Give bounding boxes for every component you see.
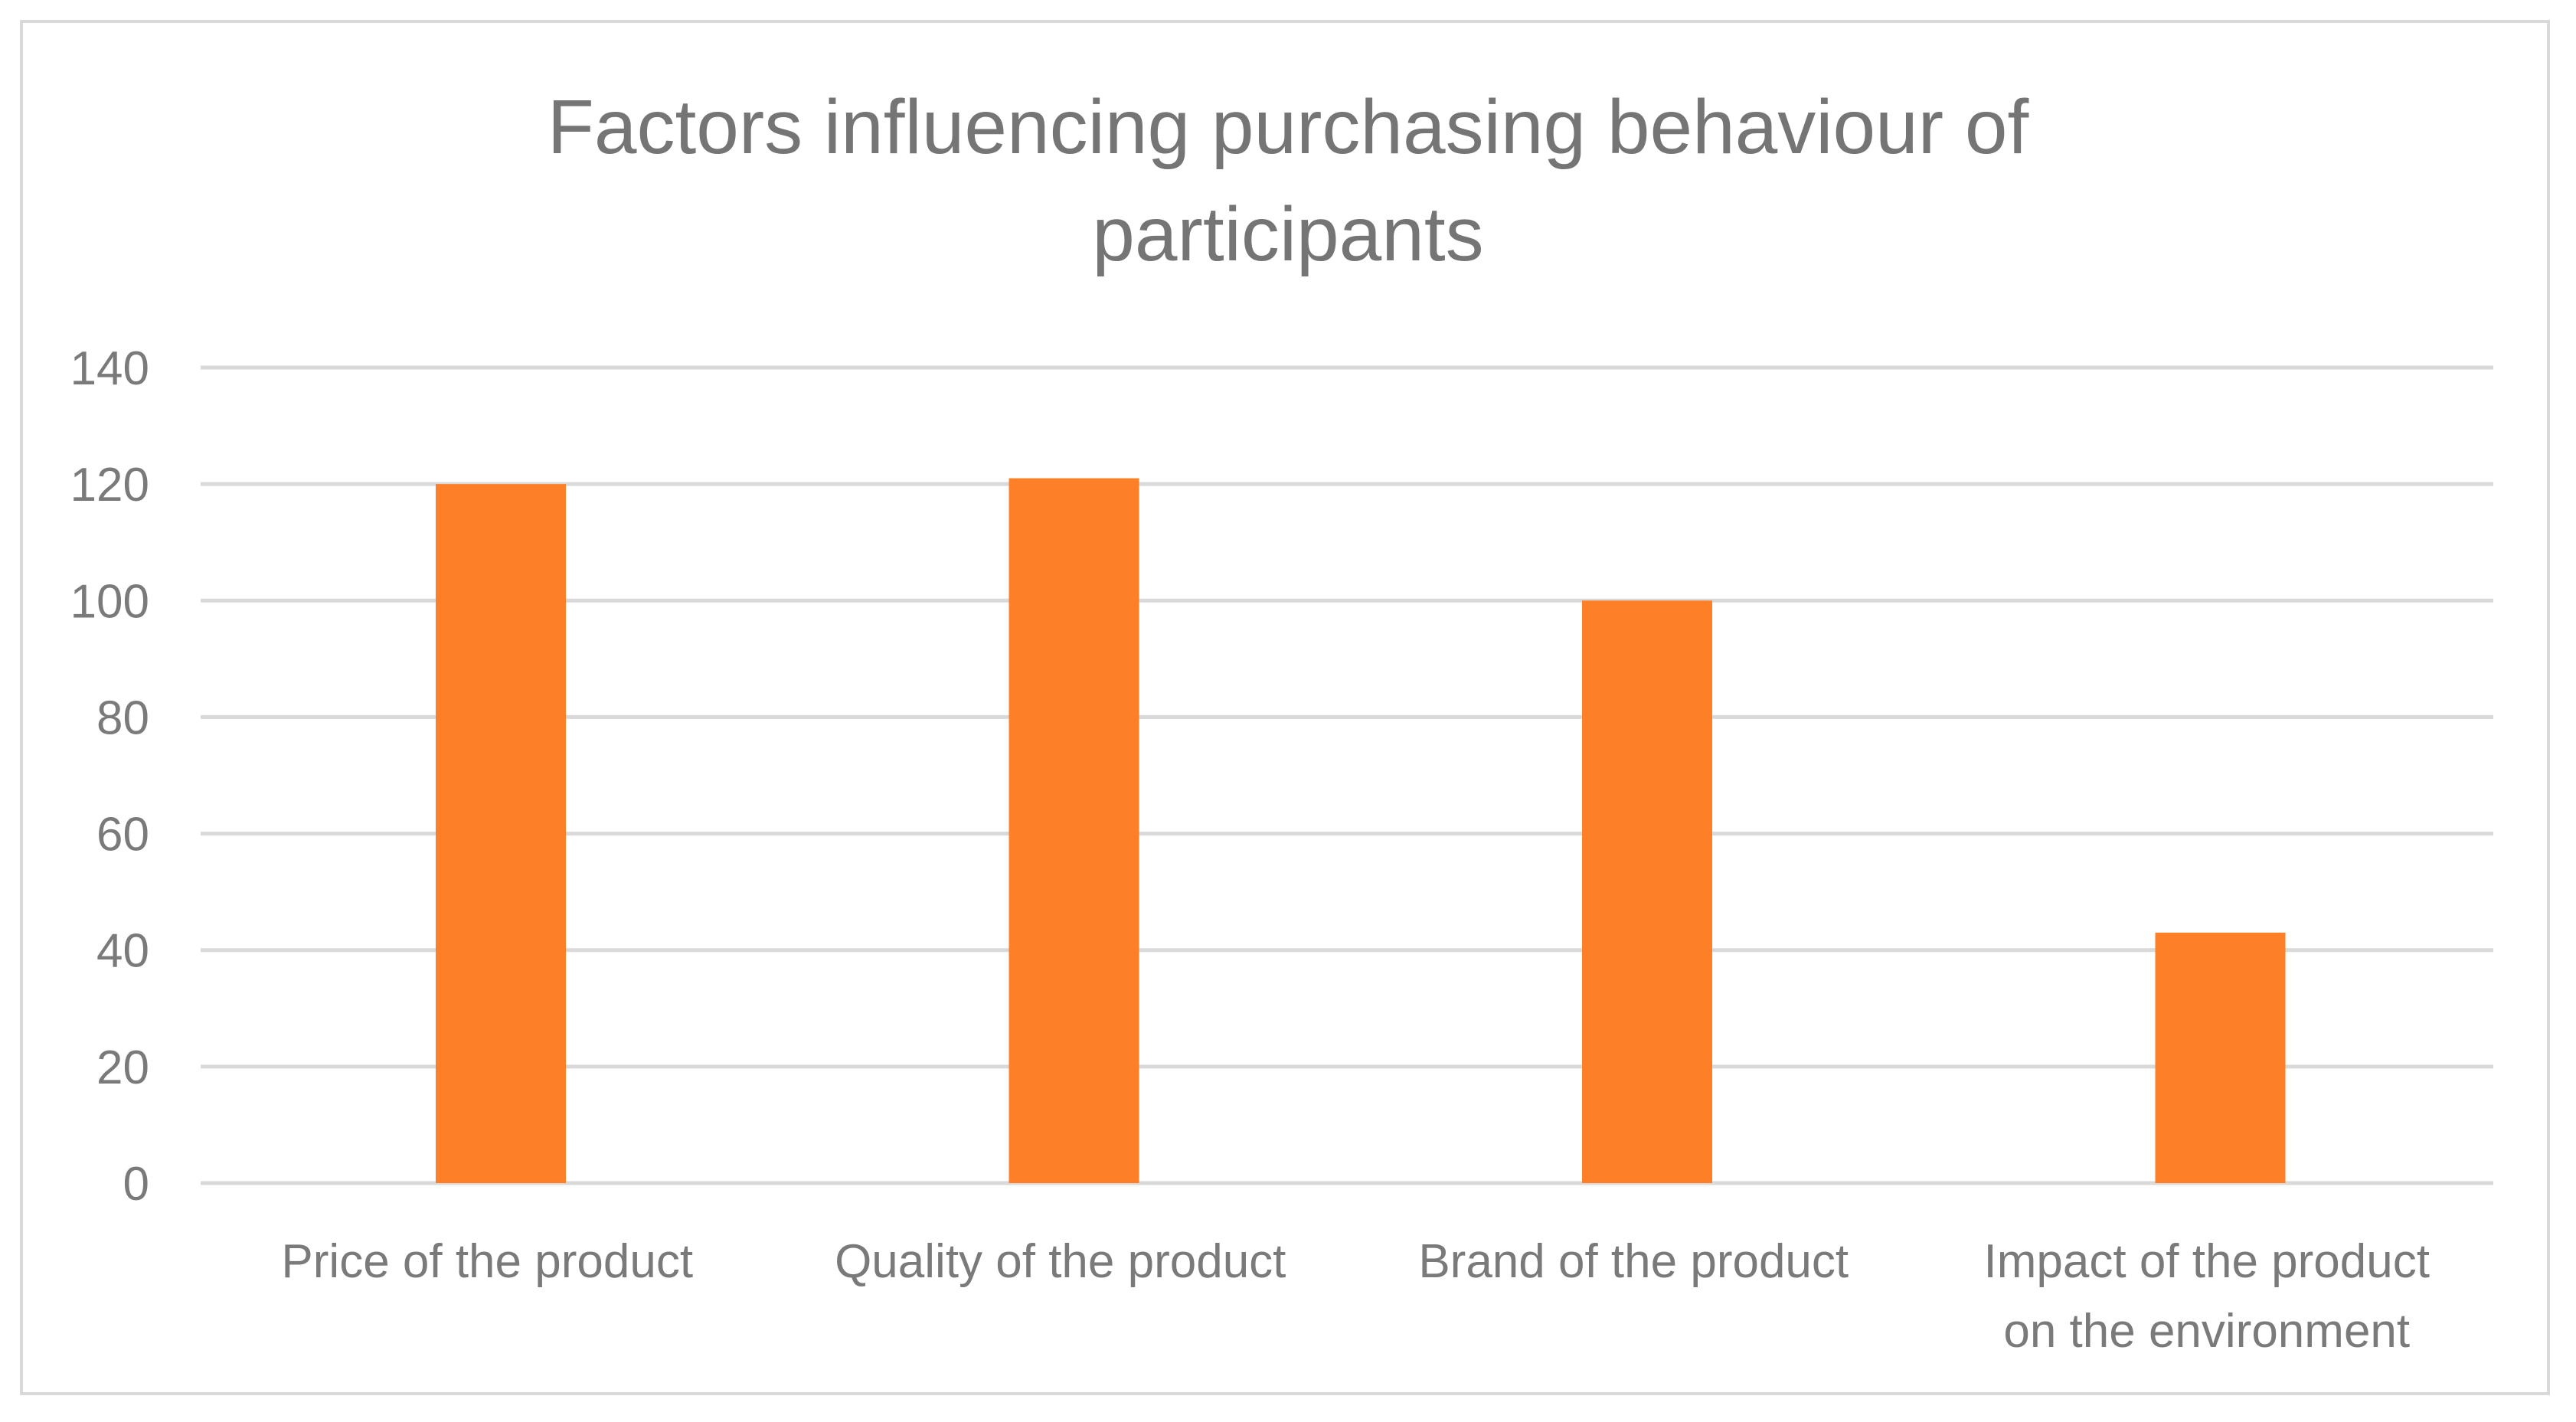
bar-4 bbox=[2155, 932, 2286, 1183]
gridlines bbox=[201, 365, 2493, 1185]
y-axis-ticks: 0 20 40 60 80 100 120 140 bbox=[70, 342, 149, 1211]
y-tick-label: 60 bbox=[96, 809, 149, 861]
x-category-label: Impact of the product bbox=[1984, 1235, 2430, 1288]
y-tick-label: 40 bbox=[96, 925, 149, 978]
chart-title-line-1: Factors influencing purchasing behaviour… bbox=[548, 84, 2029, 170]
bar-2 bbox=[1008, 478, 1139, 1183]
x-category-label: Price of the product bbox=[281, 1235, 693, 1288]
y-tick-label: 140 bbox=[70, 342, 149, 395]
bars bbox=[436, 478, 2286, 1183]
x-category-label: Brand of the product bbox=[1418, 1235, 1849, 1288]
bar-1 bbox=[436, 484, 566, 1183]
bar-3 bbox=[1582, 600, 1712, 1183]
y-tick-label: 120 bbox=[70, 459, 149, 512]
y-tick-label: 100 bbox=[70, 575, 149, 628]
x-category-label: Quality of the product bbox=[835, 1235, 1286, 1288]
y-tick-label: 80 bbox=[96, 691, 149, 744]
x-category-label: on the environment bbox=[2003, 1305, 2410, 1358]
y-tick-label: 0 bbox=[123, 1158, 149, 1211]
x-axis-labels: Price of the product Quality of the produ… bbox=[281, 1235, 2430, 1358]
chart-title-line-2: participants bbox=[1092, 191, 1483, 277]
y-tick-label: 20 bbox=[96, 1041, 149, 1094]
